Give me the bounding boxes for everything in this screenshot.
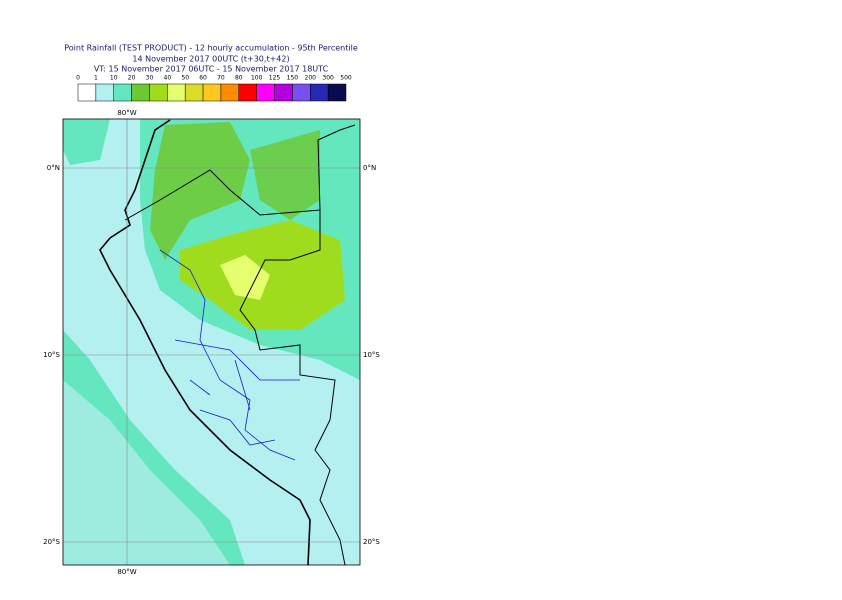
color-box	[292, 83, 311, 102]
map	[63, 119, 360, 565]
rain-area	[63, 380, 230, 565]
color-box	[238, 83, 257, 102]
rain-area	[63, 119, 110, 165]
border	[317, 124, 356, 211]
coastline	[99, 119, 311, 565]
rain-area	[150, 122, 250, 260]
regions	[159, 249, 300, 461]
rain-area	[250, 130, 320, 220]
lat-label: 10°S	[43, 351, 60, 359]
legend-label: 100	[251, 75, 263, 82]
legend-label: 300	[322, 75, 334, 82]
lon-label: 80°W	[117, 568, 136, 576]
color-box	[202, 83, 222, 102]
color-box	[167, 83, 186, 102]
lat-label: 0°N	[363, 164, 376, 172]
legend-label: 125	[269, 75, 281, 82]
lat-label: 10°S	[363, 351, 380, 359]
map-frame	[62, 118, 361, 566]
color-box	[77, 83, 97, 102]
legend-label: 60	[199, 75, 207, 82]
lat-label: 0°N	[47, 164, 60, 172]
lat-label: 20°S	[43, 538, 60, 546]
color-box	[220, 83, 240, 102]
legend-label: 30	[146, 75, 154, 82]
color-box	[310, 83, 329, 102]
legend-label: 1	[94, 75, 98, 82]
colorbar: 0 1 10 20 30 40 50 60 70 80 100 125 150 200 300 500	[76, 75, 352, 102]
legend-label: 10	[110, 75, 118, 82]
legend-label: 70	[217, 75, 225, 82]
legend-label: 40	[164, 75, 172, 82]
border	[124, 169, 346, 565]
color-box	[327, 83, 347, 102]
title: Point Rainfall (TEST PRODUCT) - 12 hourl…	[64, 44, 358, 53]
legend-label: 150	[287, 75, 299, 82]
legend-label: 0	[76, 75, 80, 82]
subtitle: 14 November 2017 00UTC (t+30,t+42)	[132, 55, 289, 64]
lat-label: 20°S	[363, 538, 380, 546]
legend-label: 20	[128, 75, 136, 82]
rain-area	[220, 255, 270, 300]
color-box	[95, 83, 114, 102]
lon-label: 80°W	[117, 109, 136, 117]
color-box	[184, 83, 204, 102]
color-box	[149, 83, 168, 102]
legend-label: 500	[340, 75, 352, 82]
legend-label: 50	[181, 75, 189, 82]
color-box	[131, 83, 150, 102]
valid-time: VT: 15 November 2017 06UTC - 15 November…	[94, 65, 329, 74]
color-box	[274, 83, 293, 102]
color-box	[256, 83, 275, 102]
color-box	[113, 83, 132, 102]
rain-area	[310, 410, 360, 565]
legend-label: 200	[305, 75, 317, 82]
legend-label: 80	[235, 75, 243, 82]
